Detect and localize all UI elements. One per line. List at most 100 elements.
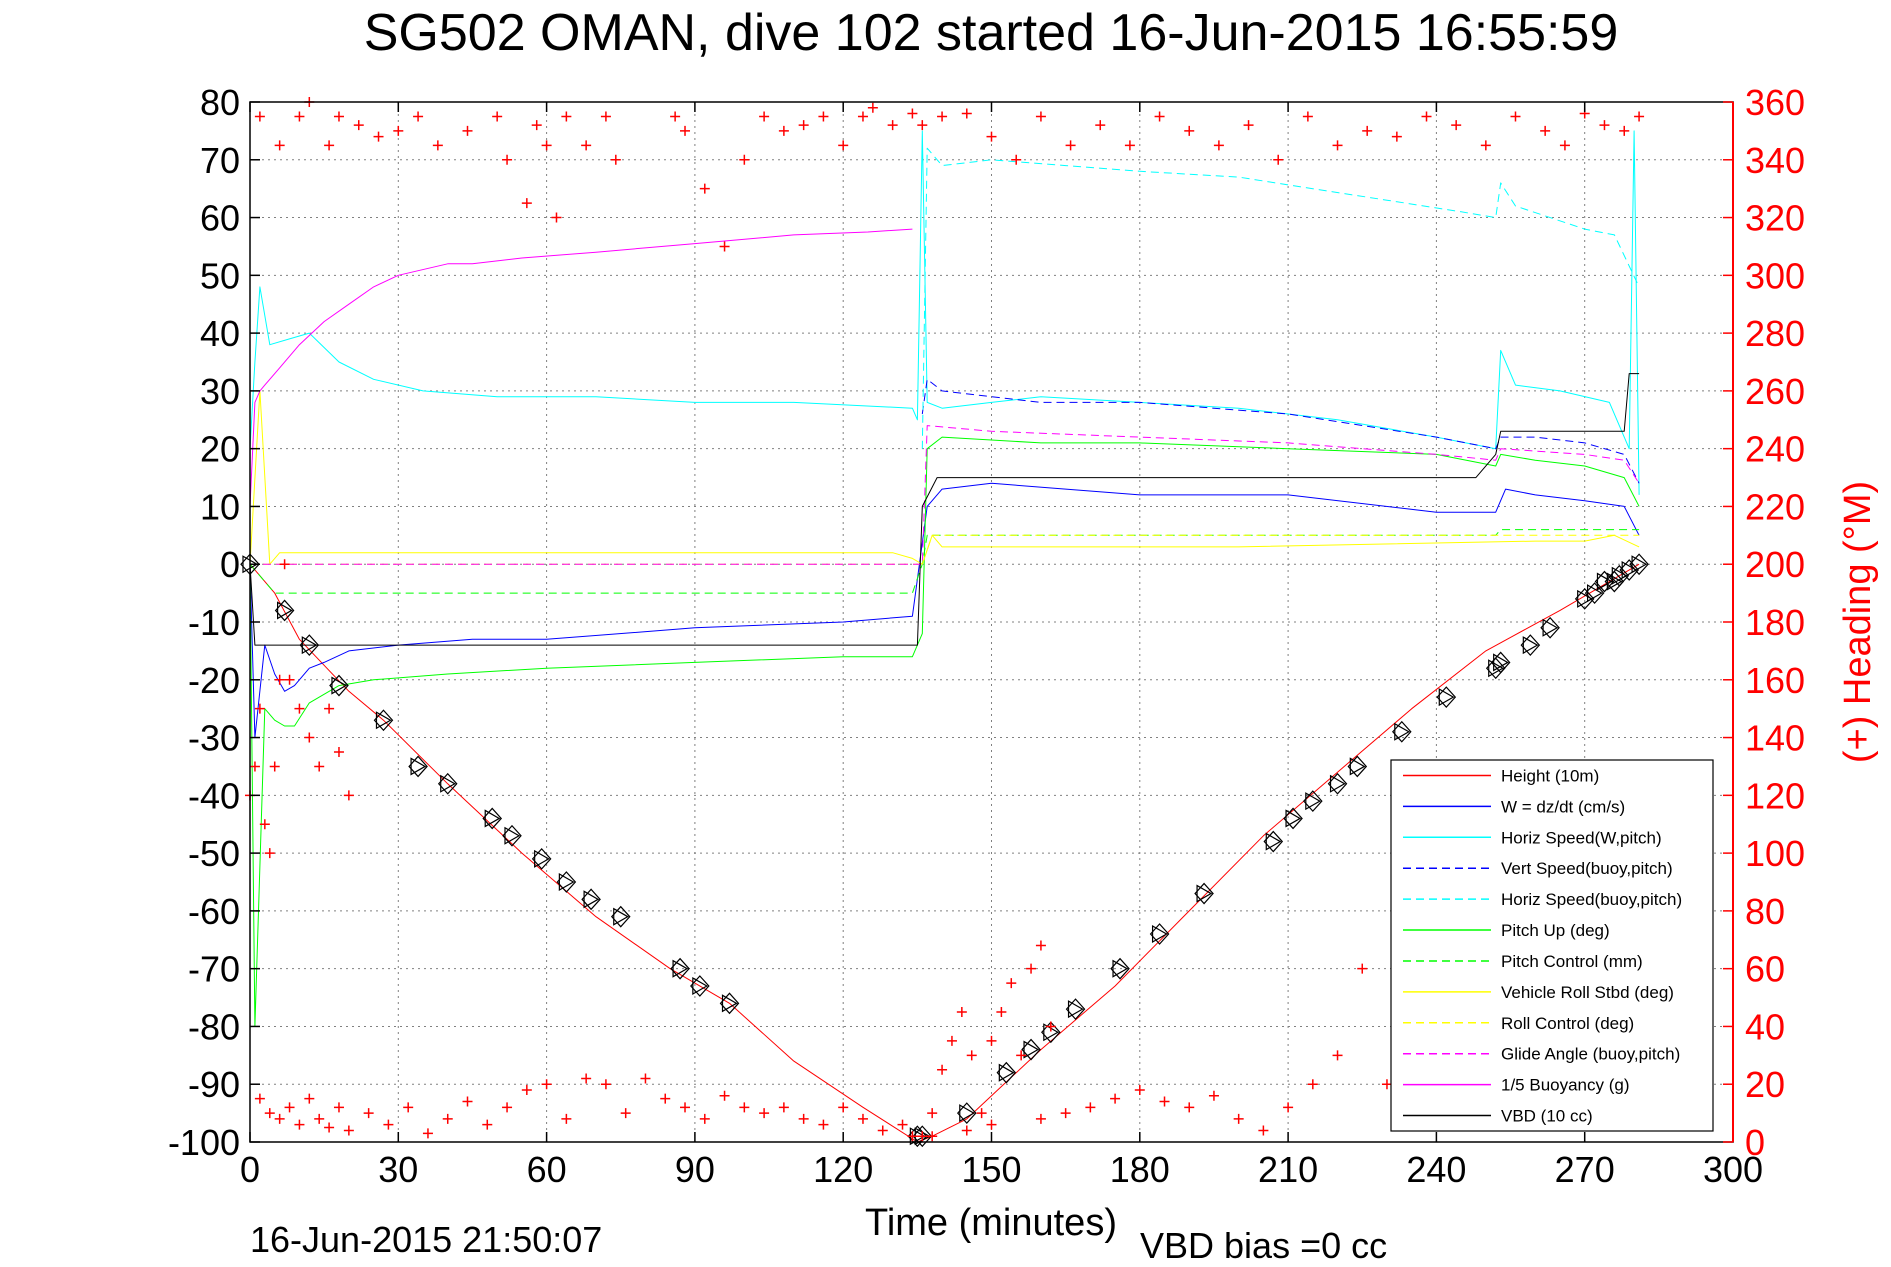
heading-mark (986, 1119, 997, 1130)
height-marker-triangle (1305, 792, 1322, 811)
heading-mark (818, 1119, 829, 1130)
height-marker (1283, 807, 1303, 830)
heading-mark (961, 1125, 972, 1136)
height-marker-triangle (959, 1104, 975, 1123)
height-marker (1391, 720, 1412, 743)
heading-mark (1357, 963, 1368, 974)
heading-mark (324, 703, 335, 714)
height-marker-triangle (1586, 584, 1603, 603)
x-tick-label: 150 (961, 1149, 1021, 1190)
height-marker-diamond (1540, 616, 1560, 639)
y2-tick-label: 340 (1745, 140, 1805, 181)
height-marker (719, 992, 740, 1015)
heading-mark (867, 102, 878, 113)
heading-mark (917, 120, 928, 131)
heading-mark (333, 747, 344, 757)
heading-mark (956, 1007, 967, 1017)
series-horiz-speed-buoy-pitch (921, 147, 1640, 449)
heading-mark (264, 1108, 275, 1119)
heading-mark (1381, 1079, 1392, 1090)
height-marker-diamond (556, 871, 577, 893)
legend-entry: Vehicle Roll Stbd (deg) (1501, 983, 1674, 1002)
height-marker (581, 888, 601, 911)
height-marker (1194, 882, 1214, 905)
heading-mark (1451, 120, 1462, 131)
heading-mark (502, 1102, 513, 1113)
heading-mark (1307, 1079, 1318, 1090)
height-marker-diamond (1436, 686, 1457, 709)
y2-tick-label: 220 (1745, 486, 1805, 527)
heading-mark (551, 212, 562, 223)
height-marker-diamond (1327, 772, 1348, 795)
height-marker-triangle (1112, 959, 1129, 978)
series-pitch-up-deg (249, 436, 1640, 1027)
plot-area (240, 97, 1649, 1148)
height-marker-diamond (670, 957, 690, 980)
height-marker (1485, 657, 1506, 680)
heading-mark (699, 183, 710, 194)
heading-mark (1283, 1102, 1294, 1113)
height-marker-diamond (274, 599, 295, 622)
heading-mark (462, 1096, 473, 1107)
height-marker (1574, 587, 1595, 610)
heading-mark (986, 1035, 997, 1046)
height-marker-triangle (1611, 566, 1628, 585)
heading-mark (1362, 125, 1373, 136)
height-marker (437, 772, 458, 795)
heading-mark (274, 140, 285, 151)
heading-mark (798, 1113, 809, 1124)
y2-tick-label: 60 (1745, 949, 1785, 990)
height-marker (299, 634, 320, 657)
height-marker-triangle (1621, 560, 1638, 580)
heading-mark (660, 1093, 671, 1104)
heading-mark (620, 1108, 631, 1119)
height-marker-triangle (1493, 653, 1509, 672)
heading-mark (1540, 125, 1551, 136)
y-tick-label: 50 (200, 255, 240, 296)
y2-tick-label: 240 (1745, 429, 1805, 470)
height-marker (373, 709, 394, 732)
height-marker-triangle (410, 757, 427, 776)
height-marker-diamond (996, 1061, 1017, 1084)
height-marker (690, 975, 710, 997)
heading-mark (413, 111, 424, 122)
height-marker-triangle (558, 872, 575, 892)
height-marker-diamond (581, 888, 601, 911)
series-glide-angle-buoy-pitch (250, 425, 1640, 565)
height-marker (1065, 998, 1086, 1021)
height-marker (1436, 686, 1457, 709)
heading-marks (917, 108, 1645, 165)
legend-entry: Horiz Speed(W,pitch) (1501, 828, 1662, 847)
height-marker-triangle (1542, 618, 1559, 637)
height-marker-diamond (1149, 923, 1170, 945)
legend-entry: 1/5 Buoyancy (g) (1501, 1076, 1630, 1095)
y-tick-label: 60 (200, 198, 240, 239)
heading-mark (600, 111, 611, 122)
heading-mark (1006, 978, 1017, 989)
height-marker-diamond (1485, 657, 1506, 680)
height-marker-diamond (437, 772, 458, 795)
heading-mark (1159, 1096, 1170, 1107)
heading-mark (946, 1035, 957, 1046)
y2-tick-label: 280 (1745, 313, 1805, 354)
heading-mark (778, 125, 789, 136)
x-tick-label: 60 (527, 1149, 567, 1190)
heading-mark (600, 1079, 611, 1090)
heading-mark (877, 1125, 888, 1136)
height-marker-triangle (1349, 757, 1366, 776)
heading-mark (1258, 1125, 1269, 1136)
y2-tick-label: 160 (1745, 660, 1805, 701)
heading-mark (1045, 1021, 1056, 1032)
legend-entry: Glide Angle (buoy,pitch) (1501, 1045, 1680, 1064)
heading-mark (294, 703, 305, 714)
heading-mark (249, 761, 260, 772)
height-marker (670, 957, 690, 980)
heading-mark (581, 140, 592, 151)
y2-tick-label: 360 (1745, 82, 1805, 123)
y-tick-label: -70 (188, 949, 240, 990)
y-tick-label: 0 (220, 544, 240, 585)
y-tick-label: -80 (188, 1006, 240, 1047)
y-tick-label: -90 (188, 1064, 240, 1105)
heading-mark (798, 120, 809, 131)
height-marker-diamond (299, 634, 320, 657)
